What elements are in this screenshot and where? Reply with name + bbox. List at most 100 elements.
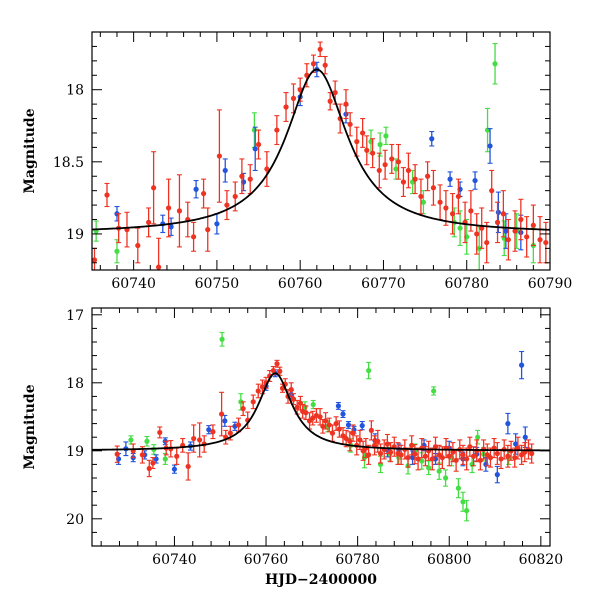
point-marker — [166, 205, 172, 211]
data-point-red — [405, 152, 412, 189]
data-point-red — [104, 182, 110, 208]
y-axis-title: Magnitude — [22, 384, 38, 469]
point-marker — [222, 167, 228, 174]
data-point-red — [166, 178, 172, 238]
point-marker — [294, 404, 300, 410]
point-marker — [366, 452, 372, 458]
point-marker — [235, 422, 242, 428]
point-marker — [347, 438, 353, 444]
data-point-red — [322, 55, 328, 75]
top-panel: 60740 60750 60760 60770 60780 60790 18 18.5 19 Ma… — [22, 31, 572, 292]
x-tick-label: 60760 — [244, 552, 289, 568]
model-curve — [92, 68, 550, 231]
data-point-red — [255, 129, 262, 160]
point-marker — [156, 264, 162, 270]
point-marker — [114, 451, 120, 457]
point-marker — [277, 368, 283, 374]
data-point-red — [537, 216, 543, 264]
point-marker — [487, 455, 494, 461]
data-point-red — [377, 443, 384, 464]
point-marker — [320, 423, 326, 429]
point-marker — [322, 62, 328, 68]
series-green — [128, 331, 512, 522]
point-marker — [494, 472, 500, 478]
point-marker — [489, 188, 495, 194]
point-marker — [530, 222, 536, 228]
data-point-blue — [206, 425, 212, 435]
data-point-red — [512, 210, 518, 252]
data-point-red — [322, 412, 329, 430]
data-point-red — [418, 178, 424, 215]
data-point-red — [543, 221, 549, 264]
data-point-green — [426, 460, 432, 476]
point-marker — [405, 455, 411, 461]
point-marker — [377, 450, 384, 457]
data-point-red — [310, 54, 317, 73]
plot-area — [92, 331, 550, 522]
point-marker — [370, 150, 376, 156]
y-tick-label: 19 — [66, 444, 84, 460]
point-marker — [393, 166, 399, 172]
point-marker — [472, 177, 478, 184]
data-point-blue — [168, 217, 174, 236]
data-point-red — [185, 452, 191, 481]
data-point-red — [255, 383, 261, 399]
data-point-red — [130, 443, 136, 459]
data-point-green — [460, 491, 466, 512]
axis-ticks — [92, 31, 551, 270]
y-tick-label: 18 — [66, 376, 84, 392]
data-point-red — [303, 405, 309, 421]
point-marker — [495, 209, 501, 215]
data-point-blue — [472, 171, 478, 190]
point-marker — [329, 430, 336, 436]
point-marker — [239, 173, 245, 179]
point-marker — [332, 89, 338, 96]
data-point-green — [383, 126, 389, 146]
point-marker — [389, 156, 395, 162]
data-point-green — [464, 499, 470, 522]
data-point-green — [93, 220, 99, 242]
y-tick-label: 18 — [66, 83, 84, 99]
data-point-red — [313, 408, 320, 423]
point-marker — [340, 411, 346, 417]
point-marker — [264, 166, 270, 172]
point-marker — [288, 387, 294, 393]
data-point-red — [223, 429, 229, 445]
point-marker — [455, 193, 461, 200]
data-point-blue — [335, 401, 342, 410]
data-point-red — [247, 164, 253, 195]
point-marker — [270, 367, 276, 374]
data-point-red — [430, 169, 437, 206]
data-point-red — [405, 447, 411, 468]
point-marker — [498, 456, 504, 462]
point-marker — [512, 228, 518, 234]
data-point-red — [518, 198, 524, 241]
data-point-red — [185, 201, 191, 238]
point-marker — [150, 460, 156, 466]
data-point-red — [200, 178, 207, 209]
point-marker — [162, 456, 168, 462]
data-point-green — [475, 429, 481, 445]
point-marker — [232, 193, 238, 200]
data-point-red — [389, 143, 395, 174]
point-marker — [333, 421, 339, 427]
point-marker — [360, 130, 366, 136]
data-point-red — [524, 216, 530, 258]
y-tick-label: 20 — [66, 512, 84, 528]
data-point-blue — [487, 128, 493, 164]
point-marker — [426, 465, 432, 471]
data-point-red — [429, 447, 435, 471]
x-tick-label: 60820 — [519, 552, 564, 568]
data-point-green — [436, 462, 442, 480]
data-point-red — [320, 418, 326, 434]
data-point-red — [464, 447, 470, 471]
data-point-red — [443, 190, 449, 226]
point-marker — [219, 411, 225, 417]
point-marker — [303, 410, 309, 416]
point-marker — [250, 399, 256, 405]
point-marker — [274, 361, 280, 367]
data-point-red — [274, 115, 280, 146]
point-marker — [468, 208, 474, 214]
data-point-red — [174, 447, 180, 465]
point-marker — [464, 456, 470, 462]
